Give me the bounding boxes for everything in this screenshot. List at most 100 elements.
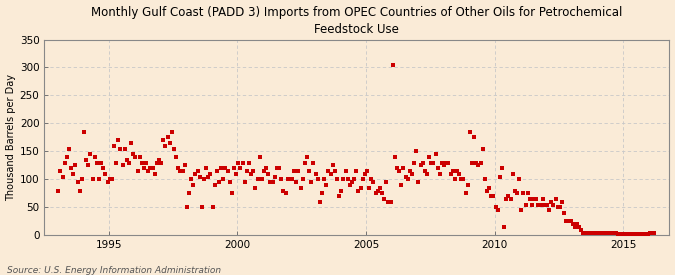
Point: [188, 183, 198, 187]
Point: [198, 177, 209, 182]
Point: [100, 172, 111, 176]
Point: [276, 177, 287, 182]
Point: [512, 191, 522, 196]
Point: [544, 208, 555, 212]
Point: [164, 141, 175, 145]
Point: [546, 200, 557, 204]
Point: [325, 172, 336, 176]
Point: [111, 160, 122, 165]
Point: [68, 172, 79, 176]
Point: [134, 155, 145, 159]
Point: [70, 163, 81, 167]
Point: [475, 160, 486, 165]
Point: [269, 174, 280, 179]
Point: [128, 152, 138, 156]
Point: [417, 160, 428, 165]
Point: [456, 177, 466, 182]
Point: [585, 230, 595, 235]
Point: [78, 130, 89, 134]
Point: [302, 155, 313, 159]
Point: [91, 160, 102, 165]
Point: [552, 205, 563, 210]
Point: [222, 169, 233, 173]
Point: [368, 180, 379, 184]
Point: [308, 160, 319, 165]
Point: [115, 146, 126, 151]
Point: [576, 227, 587, 232]
Point: [263, 172, 274, 176]
Point: [578, 230, 589, 235]
Point: [601, 230, 612, 235]
Point: [437, 160, 448, 165]
Point: [619, 232, 630, 236]
Point: [231, 172, 242, 176]
Point: [373, 188, 383, 193]
Point: [220, 166, 231, 170]
Point: [211, 169, 222, 173]
Point: [209, 183, 220, 187]
Point: [608, 230, 619, 235]
Point: [244, 160, 254, 165]
Point: [122, 158, 132, 162]
Point: [574, 225, 585, 229]
Point: [138, 166, 149, 170]
Point: [610, 230, 621, 235]
Point: [147, 166, 158, 170]
Point: [400, 174, 411, 179]
Point: [366, 177, 377, 182]
Title: Monthly Gulf Coast (PADD 3) Imports from OPEC Countries of Other Oils for Petroc: Monthly Gulf Coast (PADD 3) Imports from…: [91, 6, 622, 35]
Point: [432, 166, 443, 170]
Point: [289, 169, 300, 173]
Point: [240, 180, 250, 184]
Point: [450, 177, 460, 182]
Point: [583, 230, 593, 235]
Point: [554, 205, 565, 210]
Point: [242, 169, 252, 173]
Point: [340, 169, 351, 173]
Point: [559, 211, 570, 215]
Point: [126, 141, 136, 145]
Point: [563, 219, 574, 224]
Point: [568, 222, 578, 226]
Point: [387, 62, 398, 67]
Point: [375, 186, 385, 190]
Point: [503, 194, 514, 198]
Point: [448, 169, 458, 173]
Point: [497, 166, 508, 170]
Point: [359, 172, 370, 176]
Point: [336, 188, 347, 193]
Point: [327, 163, 338, 167]
Point: [167, 130, 178, 134]
Point: [286, 177, 297, 182]
Point: [510, 188, 520, 193]
Point: [346, 180, 357, 184]
Point: [227, 191, 238, 196]
Point: [83, 163, 94, 167]
Point: [548, 202, 559, 207]
Point: [524, 197, 535, 201]
Point: [632, 232, 643, 236]
Point: [501, 197, 512, 201]
Point: [589, 230, 599, 235]
Point: [413, 180, 424, 184]
Point: [109, 144, 119, 148]
Point: [614, 232, 625, 236]
Point: [383, 200, 394, 204]
Point: [207, 205, 218, 210]
Point: [518, 191, 529, 196]
Point: [313, 177, 323, 182]
Point: [638, 232, 649, 236]
Point: [291, 180, 302, 184]
Point: [471, 160, 482, 165]
Y-axis label: Thousand Barrels per Day: Thousand Barrels per Day: [5, 74, 16, 201]
Point: [627, 232, 638, 236]
Point: [623, 232, 634, 236]
Point: [284, 177, 295, 182]
Point: [572, 222, 583, 226]
Point: [141, 160, 152, 165]
Point: [94, 177, 105, 182]
Point: [317, 191, 327, 196]
Point: [57, 174, 68, 179]
Point: [643, 232, 653, 236]
Point: [557, 200, 568, 204]
